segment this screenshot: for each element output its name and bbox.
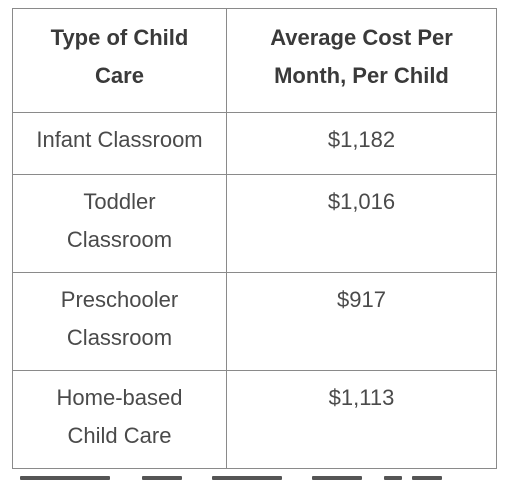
- table-row: Preschooler Classroom $917: [12, 272, 497, 371]
- child-care-cost-table: Type of Child Care Average Cost Per Mont…: [12, 8, 497, 469]
- average-cost-cell: $1,182: [226, 112, 497, 175]
- clipped-text-below: [12, 470, 496, 480]
- table-header-row: Type of Child Care Average Cost Per Mont…: [12, 8, 497, 113]
- child-care-type-cell: Toddler Classroom: [12, 174, 227, 273]
- average-cost-cell: $917: [226, 272, 497, 371]
- header-average-cost: Average Cost Per Month, Per Child: [226, 8, 497, 113]
- clipped-text-fragment: [412, 476, 442, 480]
- clipped-text-fragment: [20, 476, 110, 480]
- table-row: Infant Classroom $1,182: [12, 112, 497, 175]
- table-row: Toddler Classroom $1,016: [12, 174, 497, 273]
- clipped-text-fragment: [212, 476, 282, 480]
- clipped-text-fragment: [142, 476, 182, 480]
- header-type-of-child-care: Type of Child Care: [12, 8, 227, 113]
- clipped-text-fragment: [312, 476, 362, 480]
- table-row: Home-based Child Care $1,113: [12, 370, 497, 469]
- average-cost-cell: $1,113: [226, 370, 497, 469]
- child-care-type-cell: Preschooler Classroom: [12, 272, 227, 371]
- child-care-type-cell: Home-based Child Care: [12, 370, 227, 469]
- child-care-type-cell: Infant Classroom: [12, 112, 227, 175]
- average-cost-cell: $1,016: [226, 174, 497, 273]
- clipped-text-fragment: [384, 476, 402, 480]
